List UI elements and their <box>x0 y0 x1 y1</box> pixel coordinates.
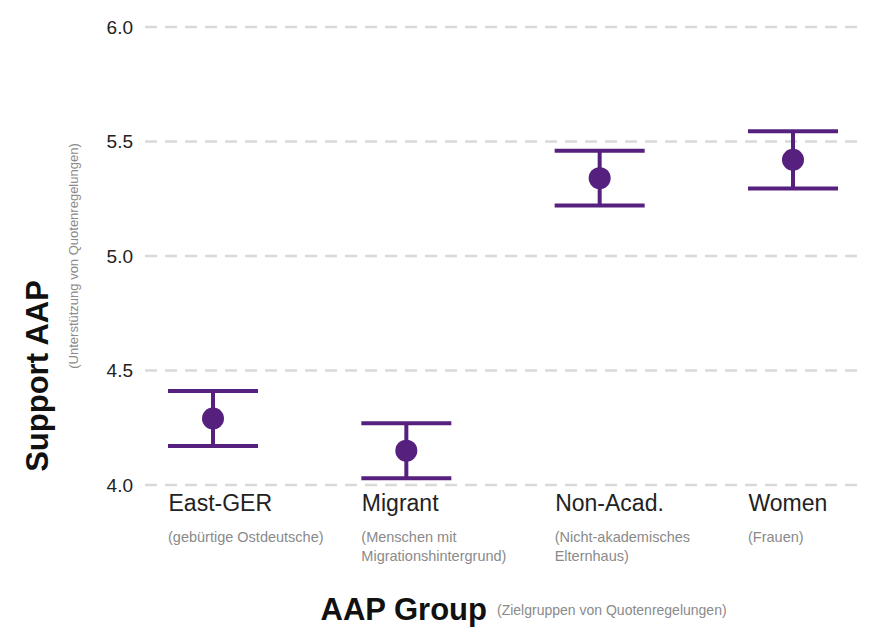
grid <box>145 27 862 485</box>
y-axis-subtitle: (Unterstützung von Quotenregelungen) <box>66 143 81 368</box>
grid-line <box>145 26 862 29</box>
y-axis: 4.0 4.5 5.0 5.5 6.0 <box>107 17 146 496</box>
y-tick-label: 5.5 <box>107 131 133 152</box>
x-tick-label: East-GER <box>169 490 273 516</box>
x-tick: Women <box>749 485 828 516</box>
error-bar-cap-lower <box>555 204 645 208</box>
y-tick: 4.0 <box>107 475 145 496</box>
category-note: (Frauen) <box>748 529 804 545</box>
x-tick: Non-Acad. <box>555 485 664 516</box>
x-tick: Migrant <box>362 485 439 516</box>
point <box>782 149 804 171</box>
error-bar-cap-lower <box>168 444 258 448</box>
y-tick: 5.5 <box>107 131 145 152</box>
error-bar-cap-upper <box>361 421 451 425</box>
y-tick: 5.0 <box>107 246 145 267</box>
x-axis: East-GER Migrant Non-Acad. Women <box>169 485 828 516</box>
grid-line <box>145 140 862 143</box>
y-axis-line <box>145 28 146 486</box>
error-bar-cap-lower <box>361 476 451 480</box>
error-bar-cap-lower <box>748 186 838 190</box>
point <box>395 440 417 462</box>
error-bar <box>361 423 451 478</box>
y-axis-title: Support AAP <box>20 280 55 472</box>
category-note: Elternhaus) <box>555 548 629 564</box>
x-axis-subtitle: (Zielgruppen von Quotenregelungen) <box>497 602 727 618</box>
grid-line <box>145 484 862 487</box>
chart: 4.0 4.5 5.0 5.5 6.0 East-GER Migrant Non-Acad. W… <box>0 0 880 637</box>
x-tick-label: Migrant <box>362 490 439 516</box>
x-tick-label: Women <box>749 490 828 516</box>
category-note: (Nicht-akademisches <box>555 529 690 545</box>
error-bar <box>748 131 838 188</box>
y-title-group: Support AAP <box>20 280 55 472</box>
marks <box>168 131 838 478</box>
grid-line <box>145 255 862 258</box>
y-tick-label: 4.5 <box>107 360 133 381</box>
y-tick: 4.5 <box>107 360 145 381</box>
error-bar <box>168 391 258 446</box>
error-bar-cap-upper <box>168 389 258 393</box>
y-tick: 6.0 <box>107 17 145 38</box>
error-bar-cap-upper <box>748 129 838 133</box>
point <box>202 408 224 430</box>
point <box>589 167 611 189</box>
y-tick-label: 4.0 <box>107 475 133 496</box>
y-tick-label: 6.0 <box>107 17 133 38</box>
category-note: (Menschen mit <box>361 529 456 545</box>
x-tick: East-GER <box>169 485 273 516</box>
x-axis-line <box>214 485 794 486</box>
y-tick-label: 5.0 <box>107 246 133 267</box>
category-notes: (gebürtige Ostdeutsche) (Menschen mit Migr… <box>168 529 804 564</box>
category-note: (gebürtige Ostdeutsche) <box>168 529 324 545</box>
x-axis-title: AAP Group <box>321 592 488 627</box>
grid-line <box>145 369 862 372</box>
error-bar <box>555 151 645 206</box>
category-note: Migrationshintergrund) <box>361 548 506 564</box>
x-tick-label: Non-Acad. <box>555 490 664 516</box>
error-bar-cap-upper <box>555 149 645 153</box>
